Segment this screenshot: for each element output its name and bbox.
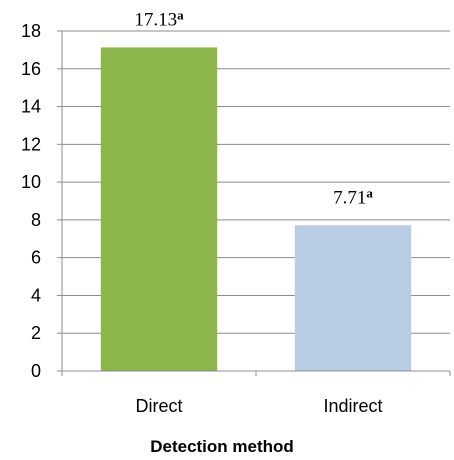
y-tick-label: 4 — [31, 285, 41, 305]
y-tick-label: 2 — [31, 323, 41, 343]
axes — [57, 30, 451, 376]
bars — [100, 47, 412, 371]
bar-indirect — [294, 225, 412, 371]
data-label: 7.71a — [333, 185, 373, 208]
y-tick-label: 12 — [21, 134, 41, 154]
y-tick-label: 18 — [21, 21, 41, 41]
y-tick-label: 10 — [21, 172, 41, 192]
y-tick-label: 0 — [31, 361, 41, 381]
y-tick-label: 14 — [21, 97, 41, 117]
data-label: 17.13a — [134, 7, 184, 30]
x-tick-label: Direct — [135, 396, 182, 416]
y-tick-label: 16 — [21, 59, 41, 79]
bar-direct — [100, 47, 218, 371]
y-tick-label: 6 — [31, 248, 41, 268]
x-tick-label: Indirect — [323, 396, 382, 416]
y-tick-label: 8 — [31, 210, 41, 230]
labels: 0 2 4 6 8 10 12 14 16 18 Direct 17.13a Indirect 7.71a — [21, 7, 383, 416]
x-axis-title: Detection method — [150, 437, 294, 456]
